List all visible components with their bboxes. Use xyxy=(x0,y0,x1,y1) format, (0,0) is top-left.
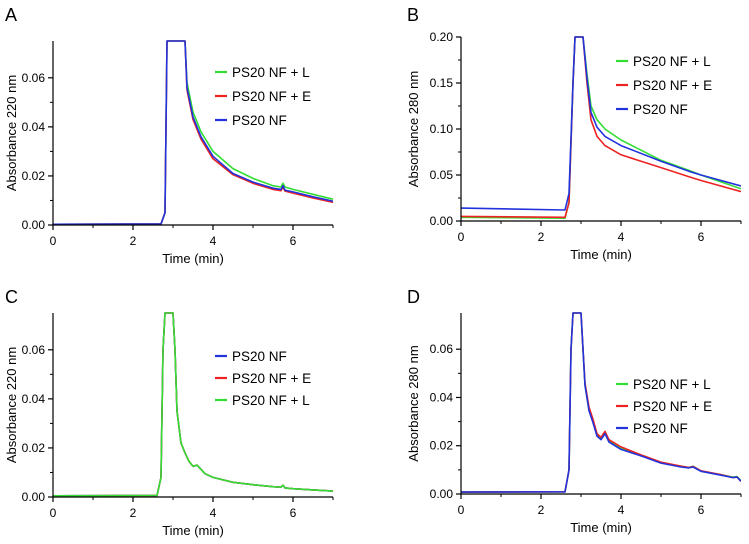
x-tick-label: 4 xyxy=(210,234,217,248)
x-tick-label: 4 xyxy=(618,230,625,244)
x-tick-label: 4 xyxy=(210,506,217,520)
x-tick-label: 6 xyxy=(290,234,297,248)
x-tick-label: 0 xyxy=(458,230,465,244)
x-axis-label: Time (min) xyxy=(162,523,224,538)
x-axis-label: Time (min) xyxy=(162,251,224,266)
y-tick-label: 0.05 xyxy=(430,168,454,182)
series-line-ps20-nf xyxy=(461,312,741,493)
y-tick-label: 0.04 xyxy=(430,390,454,404)
y-tick-label: 0.02 xyxy=(22,441,46,455)
chart-panel-d: D 0 2 4 6 0.00 0.02 0.04 0.06 Time (min) Absorbanc… xyxy=(406,287,742,535)
legend-label: PS20 NF xyxy=(633,102,688,117)
x-tick-label: 4 xyxy=(618,503,625,517)
y-axis-label: Absorbance 220 nm xyxy=(4,347,19,463)
x-tick-label: 2 xyxy=(538,230,545,244)
panel-label: D xyxy=(407,287,420,307)
y-tick-label: 0.15 xyxy=(430,76,454,90)
x-tick-label: 6 xyxy=(698,230,705,244)
y-tick-label: 0.06 xyxy=(430,342,454,356)
panel-label: A xyxy=(5,5,17,25)
legend: PS20 NF + L PS20 NF + E PS20 NF xyxy=(215,65,311,128)
series-line-ps20-nf xyxy=(53,40,333,226)
y-tick-label: 0.04 xyxy=(22,392,46,406)
y-tick-label: 0.00 xyxy=(22,490,46,504)
chart-panel-b: B 0 2 4 6 0.00 0.05 0.10 0.15 0.20 Time (min) Absor… xyxy=(406,5,742,262)
legend-label: PS20 NF + E xyxy=(232,89,311,104)
legend-label: PS20 NF xyxy=(633,421,688,436)
legend-label: PS20 NF xyxy=(232,113,287,128)
legend-label: PS20 NF + L xyxy=(232,393,310,408)
legend-label: PS20 NF + L xyxy=(232,65,310,80)
panel-label: B xyxy=(407,5,419,25)
legend-label: PS20 NF + E xyxy=(633,399,712,414)
legend-label: PS20 NF + E xyxy=(232,371,311,386)
series-group xyxy=(53,312,333,497)
x-tick-label: 6 xyxy=(698,503,705,517)
legend: PS20 NF PS20 NF + E PS20 NF + L xyxy=(215,349,311,408)
y-tick-label: 0.10 xyxy=(430,122,454,136)
y-tick-label: 0.06 xyxy=(22,343,46,357)
legend: PS20 NF + L PS20 NF + E PS20 NF xyxy=(616,54,712,117)
legend: PS20 NF + L PS20 NF + E PS20 NF xyxy=(616,377,712,436)
y-tick-label: 0.20 xyxy=(430,30,454,44)
x-tick-label: 2 xyxy=(130,234,137,248)
y-tick-label: 0.00 xyxy=(430,214,454,228)
x-tick-label: 2 xyxy=(538,503,545,517)
series-group xyxy=(461,312,741,493)
y-tick-label: 0.02 xyxy=(22,169,46,183)
legend-label: PS20 NF + E xyxy=(633,78,712,93)
x-tick-label: 0 xyxy=(458,503,465,517)
legend-label: PS20 NF xyxy=(232,349,287,364)
x-tick-label: 0 xyxy=(50,234,57,248)
y-axis-label: Absorbance 220 nm xyxy=(4,75,19,191)
series-line-ps20-nf-l xyxy=(53,312,333,497)
y-tick-label: 0.06 xyxy=(22,71,46,85)
legend-label: PS20 NF + L xyxy=(633,377,711,392)
x-axis-label: Time (min) xyxy=(570,520,632,535)
chart-panel-c: C 0 2 4 6 0.00 0.02 0.04 0.06 Time (min) Absorbanc… xyxy=(4,287,334,538)
y-tick-label: 0.04 xyxy=(22,120,46,134)
x-tick-label: 0 xyxy=(50,506,57,520)
series-group xyxy=(53,40,333,226)
series-group xyxy=(461,36,741,219)
y-tick-label: 0.02 xyxy=(430,439,454,453)
panel-label: C xyxy=(5,287,18,307)
y-axis-label: Absorbance 280 nm xyxy=(406,345,421,461)
legend-label: PS20 NF + L xyxy=(633,54,711,69)
x-tick-label: 2 xyxy=(130,506,137,520)
y-axis-label: Absorbance 280 nm xyxy=(406,71,421,187)
series-line-ps20-nf xyxy=(461,36,741,211)
y-tick-label: 0.00 xyxy=(22,218,46,232)
chart-panel-a: A 0 2 4 6 0.00 0.02 0.04 0.06 Time (min) Absorbanc… xyxy=(4,5,334,266)
y-tick-label: 0.00 xyxy=(430,487,454,501)
x-axis-label: Time (min) xyxy=(570,247,632,262)
x-tick-label: 6 xyxy=(290,506,297,520)
